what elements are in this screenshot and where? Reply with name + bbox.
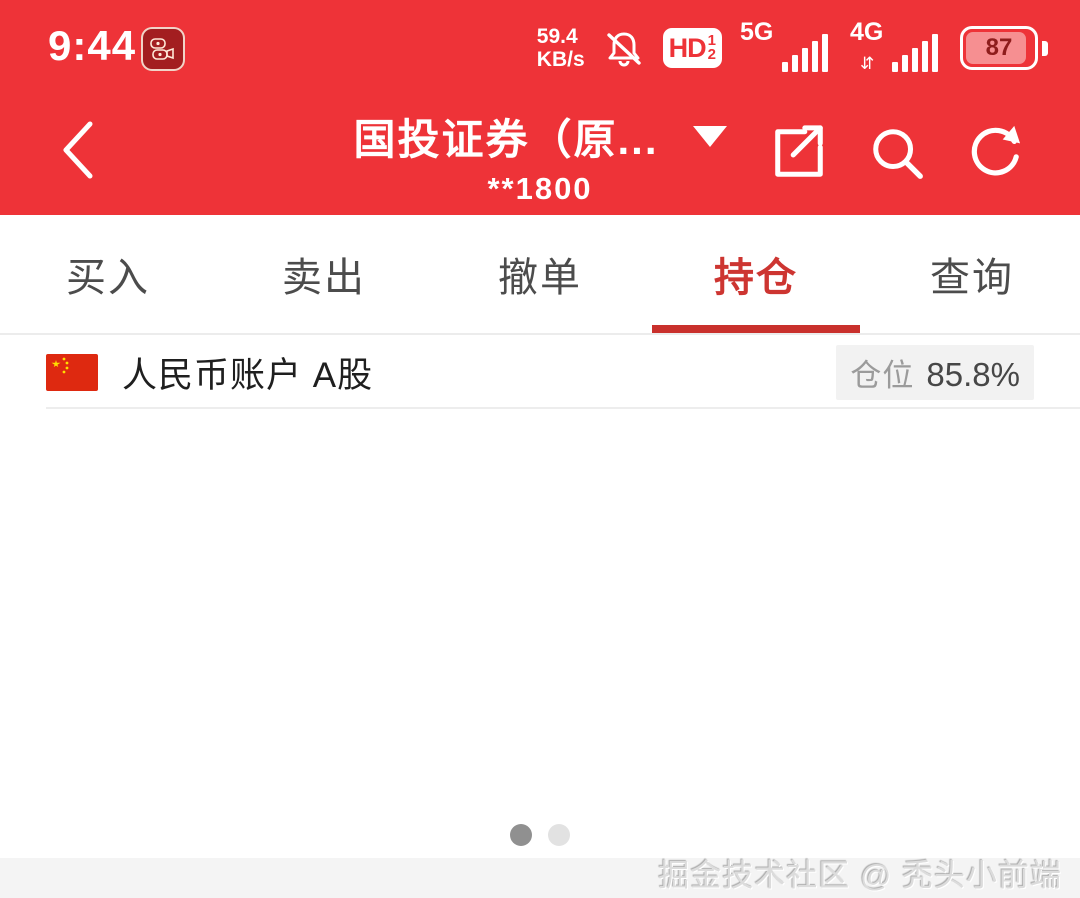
active-tab-underline: [652, 325, 860, 333]
broker-title[interactable]: 国投证券（原...: [353, 116, 659, 163]
search-icon[interactable]: [868, 120, 926, 186]
camera-glyph-icon: [150, 38, 174, 60]
account-name: 人民币账户 A股: [122, 355, 374, 395]
clock: 9:44: [48, 22, 137, 69]
battery-nub: [1042, 40, 1048, 56]
tab-buy[interactable]: 买入: [66, 256, 150, 300]
bottom-strip: [0, 858, 1080, 898]
network-speed: 59.4 KB/s: [536, 25, 585, 71]
watermark-text: 掘金技术社区 @ 秃头小前端: [658, 858, 1062, 893]
battery-icon: 87: [960, 26, 1038, 70]
tab-cancel-order[interactable]: 撤单: [498, 256, 582, 300]
tab-positions[interactable]: 持仓: [648, 215, 864, 333]
signal-sim2-icon: 4G ⇵: [850, 18, 942, 76]
position-ratio-chip: 仓位 85.8%: [836, 344, 1034, 400]
carousel-dots: [0, 824, 1080, 846]
tab-query[interactable]: 查询: [930, 256, 1014, 300]
carousel-dot-active[interactable]: [510, 824, 532, 846]
dropdown-caret-icon[interactable]: [692, 126, 727, 147]
volte-hd-icon: HD 1 2: [662, 28, 722, 68]
tab-sell[interactable]: 卖出: [282, 256, 366, 300]
divider: [46, 407, 1080, 409]
red-header-area: 9:44 59.4 KB/s: [0, 0, 1080, 215]
account-bar[interactable]: 人民币账户 A股 仓位 85.8%: [0, 335, 1080, 409]
refresh-icon[interactable]: [964, 120, 1022, 186]
share-icon[interactable]: [770, 120, 828, 186]
status-bar: 9:44 59.4 KB/s: [0, 0, 1080, 92]
trade-tab-bar: 买入 卖出 撤单 持仓 查询: [0, 215, 1080, 335]
position-ratio-label: 仓位: [850, 357, 915, 393]
kuaishou-app-icon: [141, 27, 185, 71]
signal-sim1-icon: 5G: [740, 18, 832, 76]
header-title-block[interactable]: 国投证券（原... **1800: [0, 106, 1080, 207]
position-ratio-value: 85.8%: [926, 355, 1020, 393]
notifications-muted-icon: [606, 32, 641, 67]
carousel-dot[interactable]: [548, 824, 570, 846]
portfolio-summary: 总资产 13,122.49 浮动盈亏 -636.11 当日参考盈亏: [0, 409, 1080, 898]
china-flag-icon: [46, 353, 98, 391]
masked-account-number: **1800: [487, 171, 593, 206]
back-icon[interactable]: [52, 116, 108, 184]
